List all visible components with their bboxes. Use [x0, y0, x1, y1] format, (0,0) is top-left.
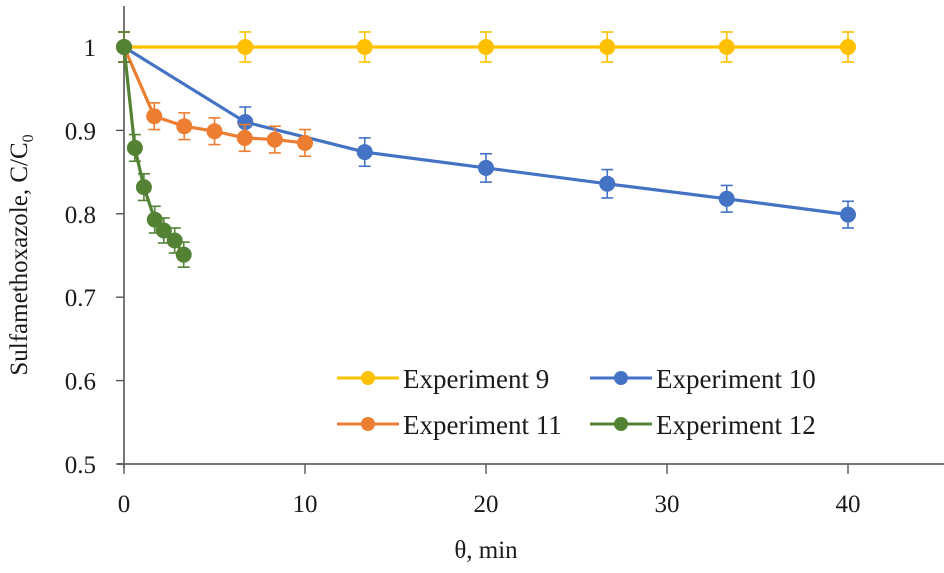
y-axis-title: Sulfamethoxazole, C/C0	[6, 134, 37, 375]
series-experiment-11	[116, 31, 313, 158]
data-point	[599, 39, 616, 55]
y-tick-label: 0.7	[65, 285, 96, 312]
y-ticks: 0.5 0.6 0.7 0.8 0.9 1	[65, 35, 124, 479]
legend-label: Experiment 11	[403, 410, 562, 440]
legend-item: Experiment 9	[337, 364, 549, 394]
data-point	[478, 159, 494, 176]
data-point	[206, 123, 223, 140]
legend-marker	[361, 371, 375, 385]
x-tick-label: 30	[655, 491, 680, 518]
y-tick-label: 0.9	[65, 118, 96, 145]
data-point	[237, 114, 254, 131]
data-point	[478, 39, 494, 55]
x-axis-title: θ, min	[454, 537, 518, 564]
data-point	[236, 129, 253, 146]
series-experiment-12	[116, 31, 192, 268]
y-tick-label: 1	[84, 35, 97, 62]
data-point	[840, 39, 856, 55]
series-group	[116, 31, 856, 268]
y-tick-label: 0.6	[65, 369, 96, 396]
series-line	[123, 45, 849, 217]
legend-marker	[614, 371, 628, 385]
data-point	[266, 131, 283, 148]
data-point	[146, 211, 163, 228]
data-point	[718, 39, 735, 55]
legend-item: Experiment 10	[590, 364, 816, 394]
x-tick-label: 20	[474, 491, 499, 518]
legend-label: Experiment 10	[656, 364, 816, 394]
data-point	[155, 222, 172, 239]
data-point	[356, 144, 373, 161]
data-point	[176, 118, 193, 135]
data-point	[126, 139, 143, 156]
data-point	[237, 39, 254, 55]
x-tick-label: 40	[836, 491, 861, 518]
x-ticks: 0 10 20 30 40	[118, 464, 861, 518]
legend-marker	[361, 417, 375, 431]
axes	[118, 6, 944, 468]
y-tick-label: 0.8	[65, 202, 96, 229]
x-tick-label: 0	[118, 491, 131, 518]
data-point	[166, 232, 183, 249]
legend: Experiment 9 Experiment 10 Experiment 11 Ex…	[337, 364, 816, 440]
data-point	[297, 134, 313, 151]
data-point	[146, 108, 163, 125]
data-point	[116, 39, 132, 55]
legend-marker	[614, 417, 628, 431]
y-axis-title-subscript: 0	[20, 134, 37, 142]
y-axis-title-main: Sulfamethoxazole, C/C	[6, 142, 33, 375]
y-tick-label: 0.5	[65, 452, 96, 479]
legend-item: Experiment 11	[337, 410, 562, 440]
legend-item: Experiment 12	[590, 410, 816, 440]
x-tick-label: 10	[293, 491, 318, 518]
legend-label: Experiment 9	[403, 364, 549, 394]
data-point	[356, 39, 373, 55]
legend-label: Experiment 12	[656, 410, 816, 440]
data-point	[718, 190, 735, 207]
series-experiment-9	[116, 31, 856, 63]
data-point	[840, 206, 856, 223]
data-point	[599, 175, 616, 192]
data-point	[175, 246, 192, 263]
data-point	[135, 179, 152, 196]
